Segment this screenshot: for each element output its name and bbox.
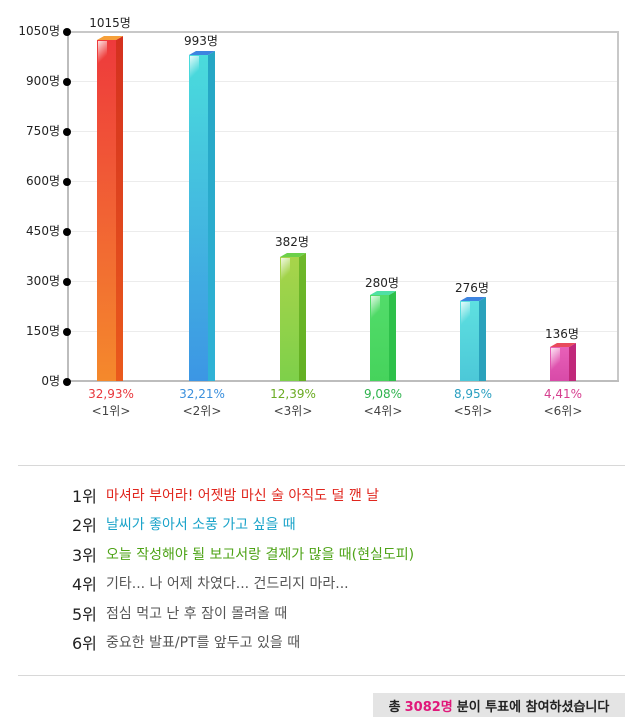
gridline — [69, 81, 617, 82]
gridline — [69, 181, 617, 182]
y-tick-dot-icon — [63, 378, 71, 386]
legend-item: 2위 날씨가 좋아서 소풍 가고 싶을 때 — [72, 510, 414, 540]
gridline — [69, 331, 617, 332]
bar-rank-3 — [280, 253, 307, 381]
y-tick-label: 750명 — [26, 124, 60, 138]
gridline — [69, 231, 617, 232]
chart-frame — [67, 31, 619, 381]
bar-rank-label: <5위> — [453, 404, 493, 418]
legend-text: 중요한 발표/PT를 앞두고 있을 때 — [106, 635, 301, 652]
bar-percentage: 4,41% — [543, 387, 583, 401]
bar-value-label: 993명 — [184, 34, 218, 48]
bar-percentage: 12,39% — [270, 387, 316, 401]
bar-rank-2 — [189, 51, 216, 381]
legend-rank: 3위 — [72, 545, 97, 565]
bar-percentage: 9,08% — [363, 387, 403, 401]
y-tick-dot-icon — [63, 128, 71, 136]
bar-rank-label: <2위> — [182, 404, 222, 418]
total-count: 3082명 — [404, 699, 453, 715]
legend-item: 5위 점심 먹고 난 후 잠이 몰려올 때 — [72, 598, 414, 628]
bar-percentage: 8,95% — [453, 387, 493, 401]
y-tick-dot-icon — [63, 228, 71, 236]
legend-item: 6위 중요한 발표/PT를 앞두고 있을 때 — [72, 628, 414, 658]
bar-value-label: 136명 — [545, 327, 579, 341]
bar-rank-6 — [550, 343, 577, 381]
bar-rank-1 — [97, 36, 124, 381]
legend-rank: 1위 — [72, 486, 97, 506]
bar-percentage: 32,21% — [179, 387, 225, 401]
y-tick-dot-icon — [63, 328, 71, 336]
legend-rank: 4위 — [72, 575, 97, 595]
gridline — [69, 131, 617, 132]
legend-item: 1위 마셔라 부어라! 어젯밤 마신 술 아직도 덜 깬 날 — [72, 480, 414, 510]
bar-rank-label: <1위> — [91, 404, 131, 418]
bar-value-label: 1015명 — [89, 16, 131, 30]
y-tick-label: 0명 — [41, 374, 60, 388]
ranking-legend: 1위 마셔라 부어라! 어젯밤 마신 술 아직도 덜 깬 날 2위 날씨가 좋아… — [72, 480, 414, 657]
bar-rank-label: <6위> — [543, 404, 583, 418]
legend-item: 4위 기타... 나 어제 차였다... 건드리지 마라... — [72, 569, 414, 599]
total-suffix: 분이 투표에 참여하셨습니다 — [456, 699, 610, 715]
legend-rank: 6위 — [72, 634, 97, 654]
legend-rank: 2위 — [72, 516, 97, 536]
y-tick-label: 150명 — [26, 324, 60, 338]
bar-value-label: 382명 — [275, 235, 309, 249]
legend-text: 기타... 나 어제 차였다... 건드리지 마라... — [106, 576, 349, 593]
bar-rank-label: <3위> — [273, 404, 313, 418]
y-tick-dot-icon — [63, 28, 71, 36]
bar-rank-label: <4위> — [363, 404, 403, 418]
bar-rank-5 — [460, 297, 487, 381]
y-tick-label: 600명 — [26, 174, 60, 188]
bar-rank-4 — [370, 291, 397, 381]
legend-text: 점심 먹고 난 후 잠이 몰려올 때 — [106, 605, 288, 622]
bar-percentage: 32,93% — [88, 387, 134, 401]
legend-rank: 5위 — [72, 604, 97, 624]
y-tick-dot-icon — [63, 178, 71, 186]
divider — [18, 675, 625, 676]
y-tick-label: 450명 — [26, 224, 60, 238]
bar-chart: 1050명 900명 750명 600명 450명 300명 150명 0명 1… — [18, 16, 619, 418]
legend-text: 마셔라 부어라! 어젯밤 마신 술 아직도 덜 깬 날 — [106, 487, 380, 504]
gridline — [69, 281, 617, 282]
y-tick-label: 1050명 — [18, 24, 60, 38]
y-tick-dot-icon — [63, 78, 71, 86]
divider — [18, 465, 625, 466]
x-axis — [67, 380, 619, 382]
y-tick-label: 300명 — [26, 274, 60, 288]
y-tick-dot-icon — [63, 278, 71, 286]
legend-text: 오늘 작성해야 될 보고서랑 결제가 많을 때(현실도피) — [106, 546, 415, 563]
legend-item: 3위 오늘 작성해야 될 보고서랑 결제가 많을 때(현실도피) — [72, 539, 414, 569]
y-axis — [67, 31, 69, 382]
bar-value-label: 276명 — [455, 281, 489, 295]
total-participants: 총 3082명 분이 투표에 참여하셨습니다 — [373, 693, 625, 717]
y-tick-label: 900명 — [26, 74, 60, 88]
bar-value-label: 280명 — [365, 276, 399, 290]
legend-text: 날씨가 좋아서 소풍 가고 싶을 때 — [106, 517, 296, 534]
total-prefix: 총 — [388, 699, 401, 715]
